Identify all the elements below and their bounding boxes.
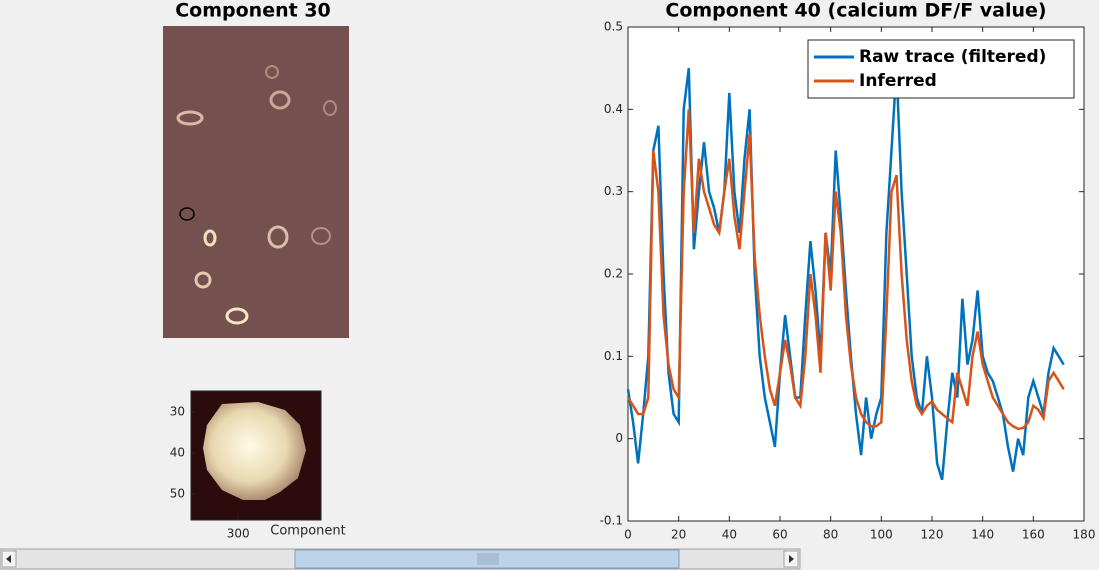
- y-tick-label: 40: [170, 446, 185, 460]
- x-tick-label: 120: [921, 528, 944, 542]
- series-line: [626, 109, 1065, 431]
- fov-image: [163, 26, 349, 338]
- scrollbar[interactable]: [0, 548, 801, 570]
- x-tick-label: 140: [971, 528, 994, 542]
- zoom-frame: [190, 390, 322, 521]
- legend-label: Inferred: [859, 71, 937, 91]
- x-tick-label: 80: [823, 528, 838, 542]
- x-tick-label: 300: [227, 527, 250, 541]
- y-tick-label: 0.1: [604, 349, 623, 363]
- y-tick-label: 0.4: [604, 102, 623, 116]
- y-tick-label: 0.3: [604, 184, 623, 198]
- zoom-image: [191, 391, 321, 520]
- y-tick-label: 50: [170, 487, 185, 501]
- x-tick-label: 40: [722, 528, 737, 542]
- image-title: Component 30: [175, 0, 331, 22]
- y-tick-label: 30: [170, 404, 185, 418]
- legend-box: [807, 39, 1075, 99]
- x-tick-label: 60: [772, 528, 787, 542]
- y-tick-label: -0.1: [600, 514, 623, 528]
- x-tick-label: 160: [1022, 528, 1045, 542]
- x-tick-label: 0: [624, 528, 632, 542]
- x-tick-label: 100: [870, 528, 893, 542]
- chart-title: Component 40 (calcium DF/F value): [665, 0, 1046, 22]
- plot-area: [627, 26, 1085, 522]
- x-axis-label: Component: [270, 524, 345, 539]
- y-tick-label: 0.2: [604, 267, 623, 281]
- legend-label: Raw trace (filtered): [859, 47, 1046, 67]
- x-tick-label: 180: [1073, 528, 1096, 542]
- y-tick-label: 0.5: [604, 20, 623, 34]
- y-tick-label: 0: [615, 431, 623, 445]
- x-tick-label: 20: [671, 528, 686, 542]
